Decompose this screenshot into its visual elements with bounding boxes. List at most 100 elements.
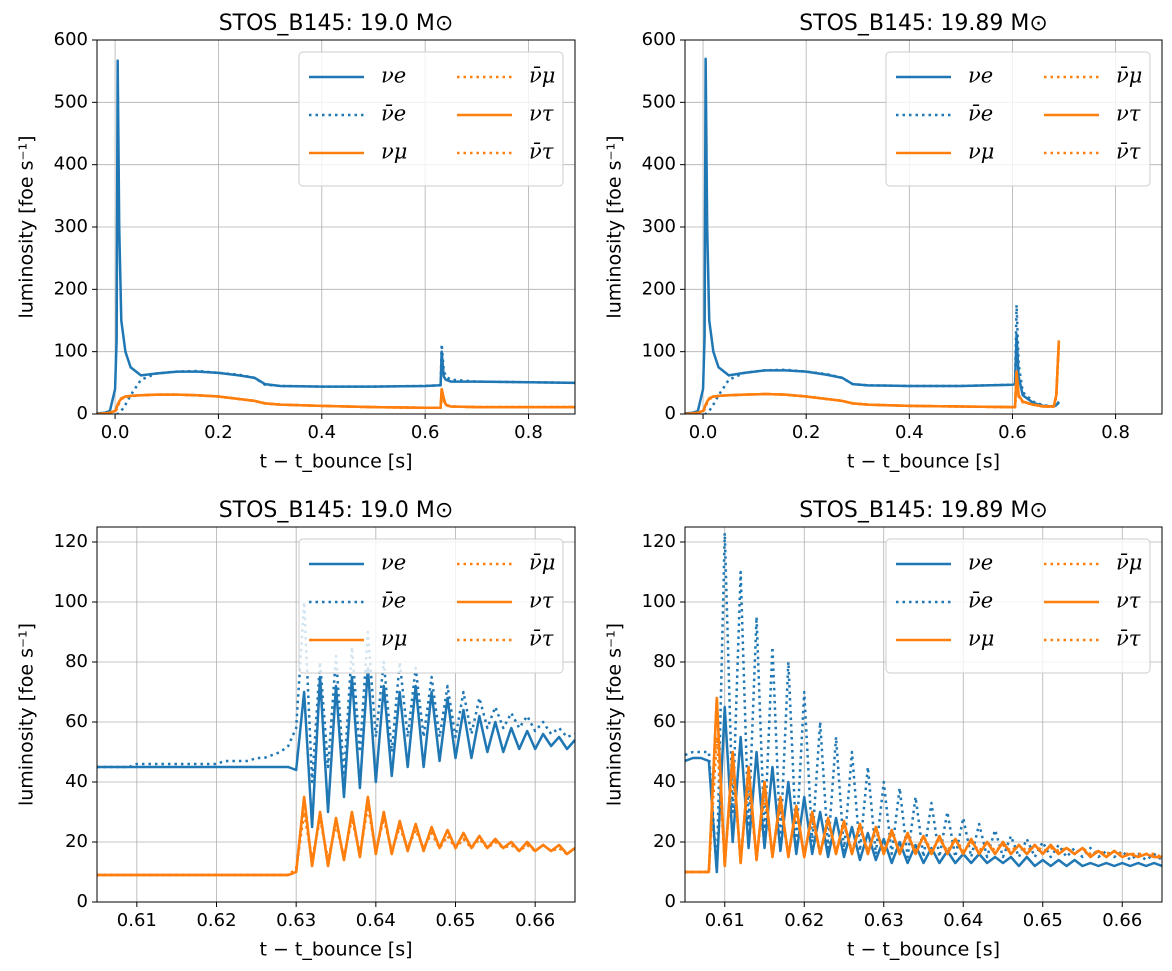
y-axis-label: luminosity [foe s⁻¹] <box>604 135 626 318</box>
y-tick-label: 0 <box>665 891 676 912</box>
x-axis-label: t − t_bounce [s] <box>847 939 1000 961</box>
series-line <box>97 804 575 877</box>
axes-frame <box>684 526 1163 903</box>
x-axis-label: t − t_bounce [s] <box>259 451 412 473</box>
legend-box <box>298 51 564 187</box>
x-tick-label: 0.62 <box>196 910 236 931</box>
y-tick-label: 100 <box>642 341 676 362</box>
series-line <box>97 342 575 414</box>
legend-label: ν̄μ <box>529 64 555 88</box>
legend: νe ν̄e νμ ν̄μ ντ ν̄τ <box>885 51 1151 187</box>
y-tick-label: 600 <box>54 29 88 50</box>
x-tick-label: 0.64 <box>356 910 396 931</box>
legend-label: νμ <box>381 627 407 651</box>
x-axis-label: t − t_bounce [s] <box>847 451 1000 473</box>
x-tick-label: 0.66 <box>515 910 555 931</box>
y-tick-label: 60 <box>653 711 676 732</box>
x-tick-label: 0.66 <box>1102 910 1142 931</box>
y-tick-label: 0 <box>665 403 676 424</box>
series-line <box>97 59 575 414</box>
y-axis-label: luminosity [foe s⁻¹] <box>604 623 626 806</box>
x-tick-label: 0.0 <box>101 422 130 443</box>
subplot: 0.61 0.62 0.63 0.64 0.65 0.66 0 20 40 60 80 100 120 S… <box>16 498 576 961</box>
axes-frame <box>96 39 576 415</box>
y-axis-label: luminosity [foe s⁻¹] <box>16 135 38 318</box>
y-axis-label: luminosity [foe s⁻¹] <box>16 623 38 806</box>
y-tick-label: 80 <box>65 651 88 672</box>
y-tick-label: 0 <box>77 891 88 912</box>
x-tick-label: 0.65 <box>1023 910 1063 931</box>
legend-label: ν̄τ <box>529 140 554 164</box>
series-line <box>97 390 575 414</box>
x-axis-label: t − t_bounce [s] <box>259 939 412 961</box>
series-line <box>97 666 575 829</box>
y-tick-label: 0 <box>77 403 88 424</box>
legend-label: ν̄e <box>968 589 993 613</box>
legend-label: ντ <box>529 102 554 126</box>
y-tick-label: 500 <box>54 91 88 112</box>
y-tick-label: 200 <box>54 278 88 299</box>
legend-label: ν̄e <box>381 102 406 126</box>
subplot: 0.0 0.2 0.4 0.6 0.8 0 100 200 300 400 500 600 STOS_B… <box>604 11 1163 473</box>
x-tick-label: 0.61 <box>705 910 745 931</box>
y-tick-label: 20 <box>65 831 88 852</box>
y-tick-label: 100 <box>54 341 88 362</box>
series-line <box>97 804 575 877</box>
y-tick-label: 80 <box>653 651 676 672</box>
x-tick-label: 0.6 <box>998 422 1027 443</box>
series-line <box>685 57 1060 414</box>
series-line <box>97 387 575 414</box>
legend-label: ντ <box>1116 589 1141 613</box>
legend-box <box>885 51 1151 187</box>
legend-box <box>885 538 1151 674</box>
series-line <box>685 696 1162 874</box>
series-line <box>685 345 1061 414</box>
x-tick-label: 0.63 <box>864 910 904 931</box>
x-tick-label: 0.2 <box>204 422 233 443</box>
legend: νe ν̄e νμ ν̄μ ντ ν̄τ <box>298 51 564 187</box>
subplot-title: STOS_B145: 19.0 M⊙ <box>219 498 454 523</box>
x-tick-label: 0.8 <box>514 422 543 443</box>
series-line <box>685 531 1162 874</box>
legend-label: νμ <box>381 140 407 164</box>
x-tick-label: 0.8 <box>1101 422 1130 443</box>
y-tick-label: 400 <box>54 154 88 175</box>
subplot-title: STOS_B145: 19.0 M⊙ <box>219 11 454 36</box>
legend-label: νμ <box>968 627 994 651</box>
x-tick-label: 0.63 <box>276 910 316 931</box>
subplot: 0.61 0.62 0.63 0.64 0.65 0.66 0 20 40 60 80 100 120 S… <box>604 498 1163 961</box>
y-tick-label: 60 <box>65 711 88 732</box>
subplot-title: STOS_B145: 19.89 M⊙ <box>799 11 1048 36</box>
x-tick-label: 0.65 <box>435 910 475 931</box>
legend: νe ν̄e νμ ν̄μ ντ ν̄τ <box>885 538 1151 674</box>
legend-box <box>298 538 564 674</box>
legend-label: νe <box>381 551 406 575</box>
y-tick-label: 100 <box>54 591 88 612</box>
axes-frame <box>96 526 576 903</box>
x-tick-label: 0.6 <box>411 422 440 443</box>
legend-label: ν̄μ <box>529 551 555 575</box>
y-tick-label: 400 <box>642 154 676 175</box>
legend-label: ν̄τ <box>1116 140 1141 164</box>
legend-label: ν̄τ <box>1116 627 1141 651</box>
legend-label: νe <box>381 64 406 88</box>
y-tick-label: 120 <box>642 531 676 552</box>
legend-label: ν̄μ <box>1116 551 1142 575</box>
y-tick-label: 100 <box>642 591 676 612</box>
legend-label: ν̄μ <box>1116 64 1142 88</box>
legend-label: ν̄e <box>381 589 406 613</box>
subplot: 0.0 0.2 0.4 0.6 0.8 0 100 200 300 400 500 600 STOS_B… <box>16 11 576 473</box>
series-line <box>97 795 575 877</box>
series-line <box>97 795 575 877</box>
legend: νe ν̄e νμ ν̄μ ντ ν̄τ <box>298 538 564 674</box>
x-tick-label: 0.0 <box>689 422 718 443</box>
x-tick-label: 0.64 <box>943 910 983 931</box>
y-tick-label: 500 <box>642 91 676 112</box>
legend-label: ν̄e <box>968 102 993 126</box>
legend-label: ν̄τ <box>529 627 554 651</box>
y-tick-label: 20 <box>653 831 676 852</box>
x-tick-label: 0.61 <box>117 910 157 931</box>
axes-frame <box>684 39 1163 415</box>
y-tick-label: 300 <box>54 216 88 237</box>
